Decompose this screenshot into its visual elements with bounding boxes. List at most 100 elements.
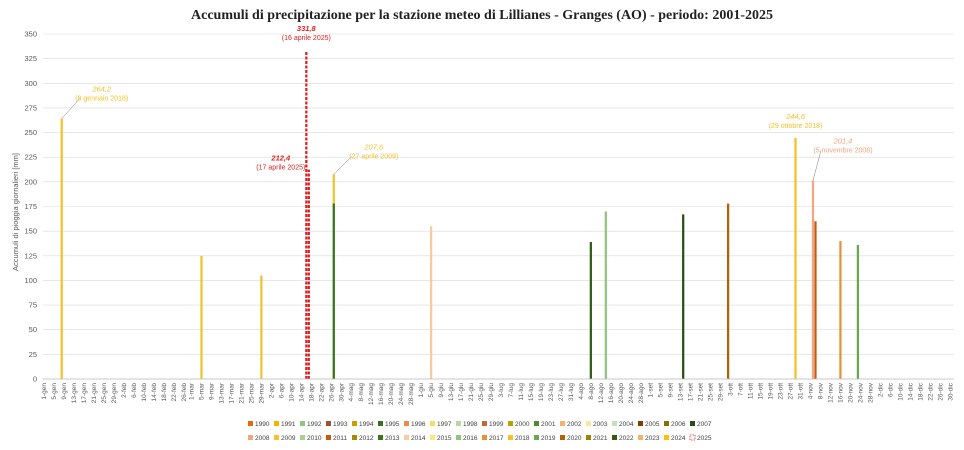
x-tick-label: 24-nov (857, 382, 864, 403)
legend-swatch (586, 421, 591, 426)
x-tick-label: 14-feb (151, 383, 158, 402)
annotations: 264,2 (8 gennaio 2018) 331,8 (16 aprile 202… (61, 24, 873, 181)
annotation-leader (812, 150, 822, 181)
legend-label: 1993 (333, 421, 348, 428)
legend-label: 2021 (593, 435, 608, 442)
annotation-value: 207,6 (363, 142, 384, 151)
x-tick-label: 2-dic (877, 382, 884, 397)
x-tick-label: 22-feb (171, 383, 178, 402)
legend-label: 2006 (671, 421, 686, 428)
chart-title: Accumuli di precipitazione per la stazio… (191, 8, 773, 23)
legend-label: 1990 (255, 421, 270, 428)
x-tick-label: 28-nov (867, 382, 874, 403)
x-tick-label: 11-lug (518, 383, 525, 401)
legend-swatch (248, 421, 253, 426)
bar-2022-8-ago (589, 241, 592, 379)
x-tick-label: 25-gen (101, 383, 108, 404)
x-tick-label: 20-nov (847, 382, 854, 403)
bar-2009-29-mar (260, 275, 263, 379)
x-tick-label: 8-ago (588, 383, 595, 400)
bar-2009-5-mar (200, 255, 203, 379)
x-tick-label: 16-nov (837, 382, 844, 403)
legend-label: 2025 (697, 435, 712, 442)
annotation-value: 331,8 (297, 24, 317, 33)
legend-item-2017: 2017 (482, 435, 504, 442)
annotation-value: 264,2 (91, 85, 112, 94)
annotation-date: (27 aprile 2009) (349, 153, 398, 160)
x-tick-label: 17-gen (81, 383, 88, 404)
legend-swatch (664, 421, 669, 426)
legend-item-2019: 2019 (534, 435, 556, 442)
x-tick-label: 12-nov (827, 382, 834, 403)
x-tick-label: 4-ago (578, 383, 585, 400)
legend-item-2015: 2015 (430, 435, 452, 442)
legend-swatch (664, 435, 669, 440)
x-tick-label: 26-dic (937, 382, 944, 400)
x-tick-label: 13-set (678, 383, 685, 401)
legend-item-2007: 2007 (690, 421, 712, 428)
annotation-date: (17 aprile 2025) (256, 165, 305, 172)
legend-swatch (274, 421, 279, 426)
x-tick-label: 9-set (668, 383, 675, 398)
bar-2020-2-ott (726, 203, 730, 379)
bar-2018-8-gen (60, 118, 63, 380)
x-tick-label: 30-dic (947, 382, 954, 400)
legend-swatch (352, 421, 357, 426)
legend-item-1992: 1992 (300, 421, 322, 428)
legend-label: 2018 (515, 435, 530, 442)
y-tick-label: 50 (29, 325, 37, 334)
legend-swatch (430, 435, 435, 440)
x-tick-label: 21-giu (468, 383, 475, 401)
x-tick-label: 23-ott (778, 383, 785, 400)
x-tick-label: 5-giu (428, 383, 435, 398)
y-tick-label: 275 (24, 103, 37, 112)
data-bars (60, 51, 860, 380)
legend-label: 2020 (567, 435, 582, 442)
legend-swatch (638, 435, 643, 440)
legend-label: 2022 (619, 435, 634, 442)
x-tick-label: 1-gen (41, 383, 48, 400)
y-tick-label: 100 (24, 276, 37, 285)
legend-item-1990: 1990 (248, 421, 270, 428)
x-tick-label: 21-mar (238, 382, 245, 403)
legend-item-2020: 2020 (560, 435, 582, 442)
legend-swatch (456, 421, 461, 426)
legend-swatch (352, 435, 357, 440)
legend-label: 1991 (281, 421, 296, 428)
x-tick-label: 27-ott (788, 383, 795, 400)
x-tick-label: 3-lug (498, 383, 505, 398)
legend-label: 1995 (385, 421, 400, 428)
x-tick-label: 10-dic (897, 382, 904, 400)
legend-swatch (534, 421, 539, 426)
x-tick-label: 4-mag (348, 383, 355, 402)
x-tick-label: 13-mar (218, 382, 225, 403)
legend-item-2025: 2025 (689, 434, 712, 442)
legend-item-2008: 2008 (248, 435, 270, 442)
legend-item-2005: 2005 (638, 421, 660, 428)
x-tick-label: 6-apr (278, 382, 285, 398)
x-tick-label: 20-mag (388, 383, 395, 405)
x-tick-label: 10-apr (288, 382, 295, 402)
x-tick-label: 28-mag (408, 383, 415, 405)
x-tick-label: 25-set (708, 383, 715, 401)
bar-2018-29-ott (794, 137, 797, 379)
x-tick-label: 17-set (688, 383, 695, 401)
x-tick-label: 8-mag (358, 383, 365, 402)
legend-label: 1999 (489, 421, 504, 428)
y-tick-label: 250 (24, 128, 37, 137)
y-tick-label: 300 (24, 79, 37, 88)
legend-swatch (638, 421, 643, 426)
bar-2007-14-set (682, 214, 685, 379)
x-tick-label: 20-ago (618, 383, 625, 404)
legend-label: 2009 (281, 435, 296, 442)
x-tick-label: 29-set (718, 383, 725, 401)
x-tick-label: 5-mar (198, 382, 205, 400)
y-tick-label: 225 (24, 153, 37, 162)
legend-label: 2024 (671, 435, 686, 442)
legend-item-2018: 2018 (508, 435, 530, 442)
legend-item-1994: 1994 (352, 421, 374, 428)
legend-item-2023: 2023 (638, 435, 660, 442)
x-tick-label: 5-gen (51, 383, 58, 400)
legend-label: 2010 (307, 435, 322, 442)
legend-item-1991: 1991 (274, 421, 296, 428)
